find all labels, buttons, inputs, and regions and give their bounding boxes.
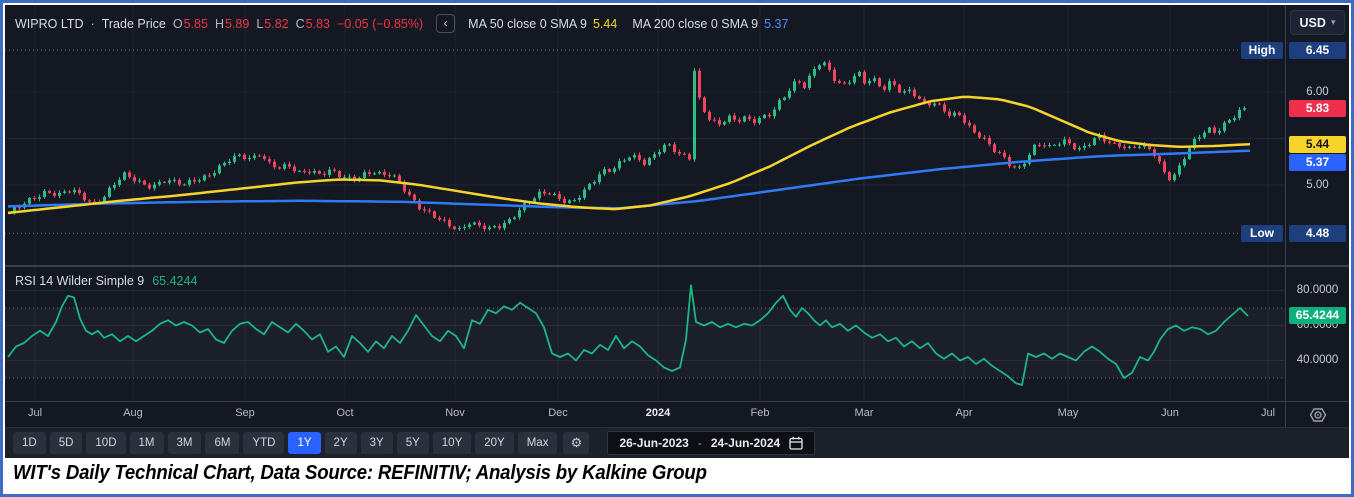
range-button-5d[interactable]: 5D	[49, 432, 83, 454]
low-value-badge: 4.48	[1289, 225, 1346, 242]
settings-button[interactable]: ⚙	[563, 432, 590, 454]
range-button-20y[interactable]: 20Y	[475, 432, 514, 454]
rsi-value: 65.4244	[152, 274, 198, 288]
rsi-tick-40: 40.0000	[1296, 354, 1339, 366]
gear-icon: ⚙	[570, 435, 583, 450]
time-label-sep: Sep	[235, 407, 255, 419]
range-button-1d[interactable]: 1D	[13, 432, 46, 454]
range-button-3y[interactable]: 3Y	[360, 432, 393, 454]
symbol-name: WIPRO LTD	[15, 16, 84, 31]
price-tick-500: 5.00	[1306, 179, 1329, 191]
range-button-3m[interactable]: 3M	[167, 432, 202, 454]
time-label-jun: Jun	[1161, 407, 1179, 419]
range-button-2y[interactable]: 2Y	[324, 432, 357, 454]
high-value-badge: 6.45	[1289, 42, 1346, 59]
rsi-grid	[5, 267, 1285, 401]
ma50-value: 5.44	[592, 16, 618, 31]
date-separator: -	[697, 436, 702, 450]
series-type-label: Trade Price	[101, 16, 166, 31]
high-marker-label: High	[1241, 42, 1283, 59]
rsi-pane[interactable]: RSI 14 Wilder Simple 9 65.4244	[5, 267, 1285, 402]
date-from: 26-Jun-2023	[619, 436, 689, 450]
change-value: −0.05 (−0.85%)	[336, 16, 424, 31]
last-price-badge: 5.83	[1289, 100, 1346, 117]
currency-label: USD	[1299, 15, 1326, 30]
rsi-chart-canvas	[5, 267, 1285, 401]
caption-bar: WIT's Daily Technical Chart, Data Source…	[5, 458, 1349, 492]
ohlc-low: L 5.82	[256, 16, 289, 31]
time-label-aug: Aug	[123, 407, 143, 419]
rsi-tick-80: 80.0000	[1296, 284, 1339, 296]
rsi-line	[7, 284, 1249, 386]
sma50-price-badge: 5.44	[1289, 136, 1346, 153]
range-button-6m[interactable]: 6M	[205, 432, 240, 454]
low-marker-label: Low	[1241, 225, 1283, 242]
ma200-value: 5.37	[764, 16, 789, 31]
rsi-label: RSI 14 Wilder Simple 9	[15, 274, 145, 288]
time-label-mar: Mar	[854, 407, 874, 419]
ma200-legend[interactable]: MA 200 close 0 SMA 9 5.37	[632, 16, 789, 31]
price-pane[interactable]: WIPRO LTD · Trade Price O 5.85 H 5.89 L 5.82 …	[5, 5, 1285, 267]
time-axis-corner	[1285, 402, 1349, 428]
candlestick-series	[8, 59, 1246, 232]
rsi-legend-row[interactable]: RSI 14 Wilder Simple 9 65.4244	[15, 274, 197, 288]
toolbar: 1D 5D 10D 1M 3M 6M YTD 1Y 2Y 3Y 5Y 10Y 20Y Max ⚙ 26-J…	[5, 428, 1349, 458]
range-button-ytd[interactable]: YTD	[243, 432, 285, 454]
ohlc-high: H 5.89	[214, 16, 250, 31]
range-button-max[interactable]: Max	[517, 432, 558, 454]
chevron-down-icon: ▾	[1330, 17, 1336, 27]
caption-text: WIT's Daily Technical Chart, Data Source…	[13, 462, 707, 484]
range-button-1y[interactable]: 1Y	[288, 432, 321, 454]
time-label-feb: Feb	[750, 407, 770, 419]
range-button-5y[interactable]: 5Y	[396, 432, 429, 454]
price-legend-row: WIPRO LTD · Trade Price O 5.85 H 5.89 L 5.82 …	[15, 14, 788, 33]
sma200-price-badge: 5.37	[1289, 154, 1346, 171]
rsi-band	[5, 308, 1285, 378]
rsi-axis[interactable]: 80.0000 60.0000 65.4244 40.0000	[1285, 267, 1349, 402]
range-button-10d[interactable]: 10D	[86, 432, 126, 454]
time-label-may: May	[1057, 407, 1079, 419]
symbol-separator: ·	[90, 16, 95, 31]
rsi-value-badge: 65.4244	[1289, 307, 1346, 324]
trading-chart-app: WIPRO LTD · Trade Price O 5.85 H 5.89 L 5.82 …	[5, 5, 1349, 458]
time-label-oct: Oct	[336, 407, 354, 419]
ohlc-close: C 5.83	[295, 16, 330, 31]
sma50-line	[7, 95, 1251, 215]
range-button-group: 1D 5D 10D 1M 3M 6M YTD 1Y 2Y 3Y 5Y 10Y 20Y Max	[13, 432, 558, 454]
date-range-picker[interactable]: 26-Jun-2023 - 24-Jun-2024	[607, 431, 816, 455]
collapse-legend-button[interactable]: ‹	[436, 14, 456, 33]
currency-dropdown[interactable]: USD ▾	[1290, 10, 1345, 35]
time-label-nov: Nov	[445, 407, 465, 419]
calendar-icon	[789, 436, 803, 450]
time-label-jul: Jul	[1260, 407, 1276, 419]
time-label-2024: 2024	[645, 407, 671, 419]
range-button-10y[interactable]: 10Y	[432, 432, 472, 454]
date-to: 24-Jun-2024	[710, 436, 781, 450]
chevron-left-icon: ‹	[443, 16, 448, 30]
time-label-jul: Jul	[27, 407, 43, 419]
range-button-1m[interactable]: 1M	[129, 432, 164, 454]
time-label-apr: Apr	[955, 407, 973, 419]
price-tick-600: 6.00	[1306, 86, 1329, 98]
price-grid	[5, 5, 1285, 265]
ma50-legend[interactable]: MA 50 close 0 SMA 9 5.44	[468, 16, 618, 31]
price-chart-canvas	[5, 5, 1285, 265]
axis-settings-icon[interactable]	[1308, 405, 1328, 425]
price-axis[interactable]: USD ▾ 6.45 6.00 5.83 5.44 5.37 5.00 4.48	[1285, 5, 1349, 267]
ohlc-open: O 5.85	[172, 16, 208, 31]
time-label-dec: Dec	[548, 407, 568, 419]
time-axis[interactable]: Jul Aug Sep Oct Nov Dec 2024 Feb Mar Apr May Jun Jul	[5, 402, 1285, 428]
